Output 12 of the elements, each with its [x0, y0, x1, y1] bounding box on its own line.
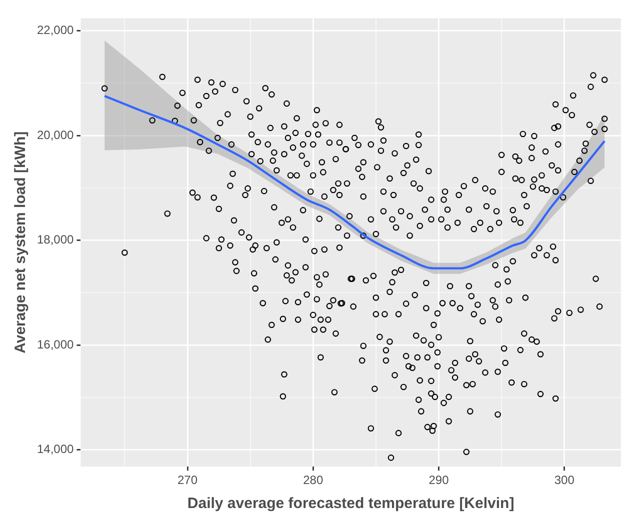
y-tick-label: 20,000	[37, 128, 74, 142]
y-tick-label: 18,000	[37, 232, 74, 247]
y-tick-label: 22,000	[37, 23, 74, 38]
x-axis-title: Daily average forecasted temperature [Kelvin]	[187, 495, 514, 512]
x-tick-label: 280	[303, 473, 324, 488]
line-series	[103, 94, 606, 270]
y-axis-title: Average net system load [kWh]	[12, 131, 30, 354]
x-tick-label: 300	[554, 473, 575, 488]
x-tick-label: 270	[177, 473, 198, 488]
x-tick-label: 290	[428, 473, 450, 488]
y-tick-label: 16,000	[37, 337, 74, 352]
y-tick-label: 14,000	[37, 442, 74, 456]
